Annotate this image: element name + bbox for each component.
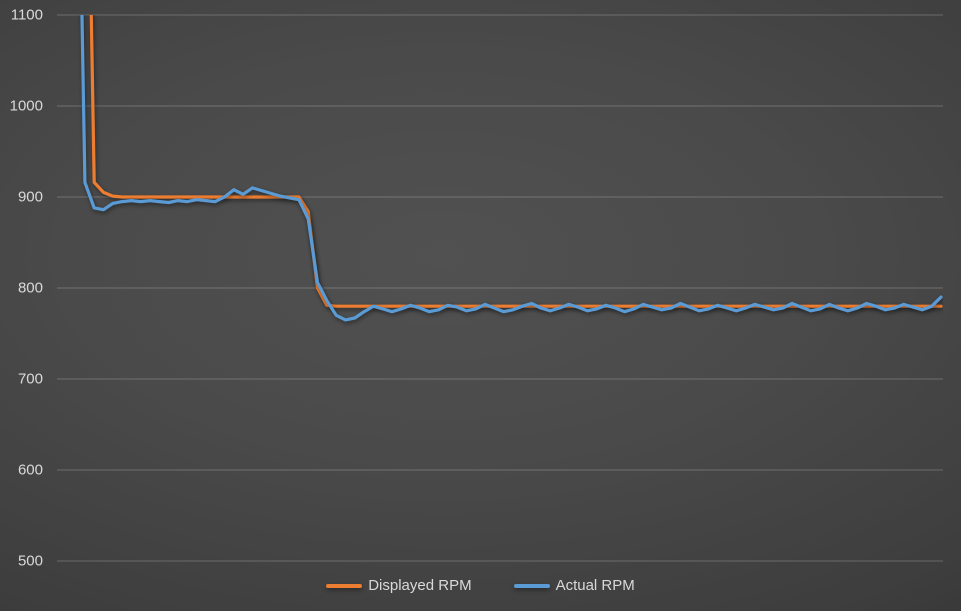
plot-series [57,0,943,322]
y-axis-tick-label: 700 [18,371,43,388]
legend-item-displayed-rpm[interactable]: Displayed RPM [326,577,472,594]
legend-item-actual-rpm[interactable]: Actual RPM [513,577,635,594]
gridlines [57,14,943,562]
y-axis-tick-label: 1100 [11,7,43,24]
legend-swatch-actual-rpm [513,583,550,588]
y-axis-tick-label: 500 [18,553,43,570]
series-line-actual-rpm[interactable] [57,0,943,322]
legend-label-displayed-rpm: Displayed RPM [368,577,472,594]
y-axis-tick-label: 1000 [10,98,43,115]
series-line-displayed-rpm[interactable] [57,0,943,308]
chart-legend: Displayed RPM Actual RPM [0,578,961,593]
legend-swatch-displayed-rpm [326,583,363,588]
y-axis-tick-label: 900 [18,189,43,206]
y-axis-tick-label: 800 [18,280,43,297]
legend-label-actual-rpm: Actual RPM [555,577,635,594]
y-axis-labels: 1100 1000 900 800 700 600 500 [10,7,43,570]
y-axis-tick-label: 600 [18,462,43,479]
